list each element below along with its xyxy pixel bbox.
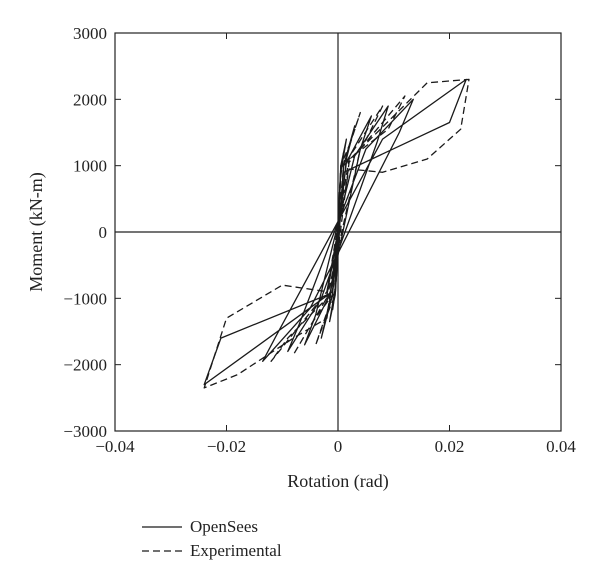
y-tick-label: 3000	[73, 24, 107, 43]
y-tick-label: 0	[99, 223, 108, 242]
x-tick-label: 0.04	[546, 437, 576, 456]
x-tick-label: −0.04	[95, 437, 135, 456]
y-tick-label: −3000	[63, 422, 107, 441]
y-tick-label: 2000	[73, 90, 107, 109]
y-axis-title: Moment (kN-m)	[26, 172, 47, 291]
y-axis-ticks: 3000 2000 1000 0 −1000 −2000 −3000	[63, 24, 561, 441]
y-tick-label: −1000	[63, 289, 107, 308]
x-axis-title: Rotation (rad)	[287, 471, 388, 492]
x-axis-ticks: −0.04 −0.02 0 0.02 0.04	[95, 33, 576, 456]
y-tick-label: −2000	[63, 356, 107, 375]
series-experimental	[203, 78, 470, 389]
legend-label-experimental: Experimental	[190, 541, 282, 560]
series-layer	[203, 78, 470, 389]
legend-label-opensees: OpenSees	[190, 517, 258, 536]
y-tick-label: 1000	[73, 157, 107, 176]
x-tick-label: 0.02	[435, 437, 465, 456]
legend: OpenSees Experimental	[142, 517, 282, 560]
x-tick-label: −0.02	[207, 437, 246, 456]
x-tick-label: 0	[334, 437, 343, 456]
series-opensees	[203, 78, 467, 386]
